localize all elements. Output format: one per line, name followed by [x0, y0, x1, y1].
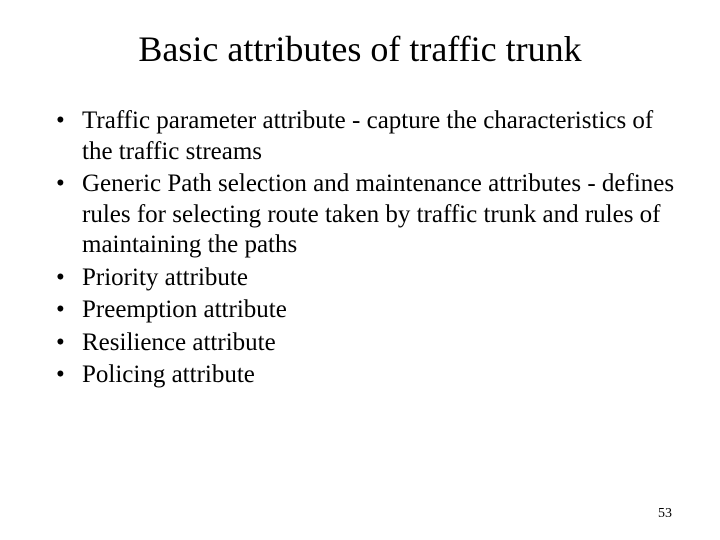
list-item: Traffic parameter attribute - capture th… — [56, 106, 680, 167]
list-item: Generic Path selection and maintenance a… — [56, 169, 680, 261]
list-item: Policing attribute — [56, 360, 680, 391]
list-item: Resilience attribute — [56, 328, 680, 359]
slide-title: Basic attributes of traffic trunk — [40, 28, 680, 70]
page-number: 53 — [658, 506, 672, 522]
bullet-list: Traffic parameter attribute - capture th… — [40, 106, 680, 391]
list-item: Priority attribute — [56, 263, 680, 294]
list-item: Preemption attribute — [56, 295, 680, 326]
